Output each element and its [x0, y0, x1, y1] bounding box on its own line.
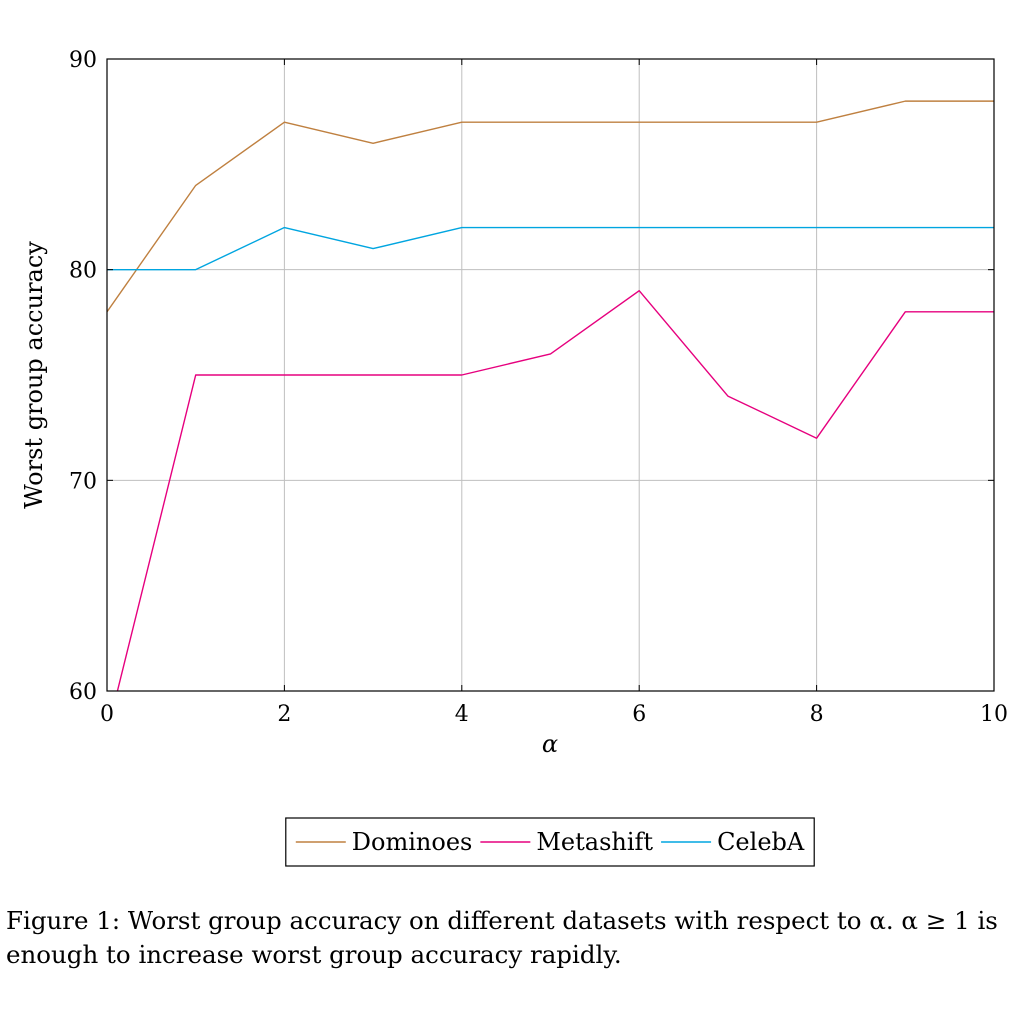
line-chart: 0 2 4 6 8 10 60 70 80 90 α Worst group accuracy D…	[20, 48, 1008, 867]
legend-box	[285, 817, 815, 867]
x-tick-label: 2	[277, 702, 291, 727]
series-line-metashift	[116, 290, 994, 691]
x-tick-label: 8	[810, 702, 824, 727]
series-line-celeba	[107, 226, 994, 271]
x-axis-label: α	[542, 730, 558, 758]
legend-label: CelebA	[717, 828, 805, 856]
x-tick-label: 0	[100, 702, 114, 727]
y-tick-label: 90	[69, 48, 97, 73]
legend-item-dominoes: Dominoes	[295, 828, 473, 856]
grid	[107, 59, 994, 691]
y-tick-label: 70	[69, 469, 97, 494]
x-tick-label: 10	[980, 702, 1008, 727]
legend-label: Metashift	[536, 828, 653, 856]
legend-item-celeba: CelebA	[661, 828, 805, 856]
x-tick-label: 4	[455, 702, 469, 727]
figure-caption: Figure 1: Worst group accuracy on differ…	[6, 906, 998, 969]
ticks: 0 2 4 6 8 10 60 70 80 90	[69, 48, 1008, 727]
x-tick-label: 6	[632, 702, 646, 727]
y-axis-label: Worst group accuracy	[20, 241, 48, 509]
plot-frame	[106, 58, 995, 692]
series-line-dominoes	[107, 100, 994, 313]
legend-item-metashift: Metashift	[480, 828, 653, 856]
series-layer	[107, 100, 994, 691]
y-tick-label: 80	[69, 259, 97, 284]
y-tick-label: 60	[69, 680, 97, 705]
legend: Dominoes Metashift CelebA	[285, 817, 815, 867]
legend-label: Dominoes	[352, 828, 473, 856]
